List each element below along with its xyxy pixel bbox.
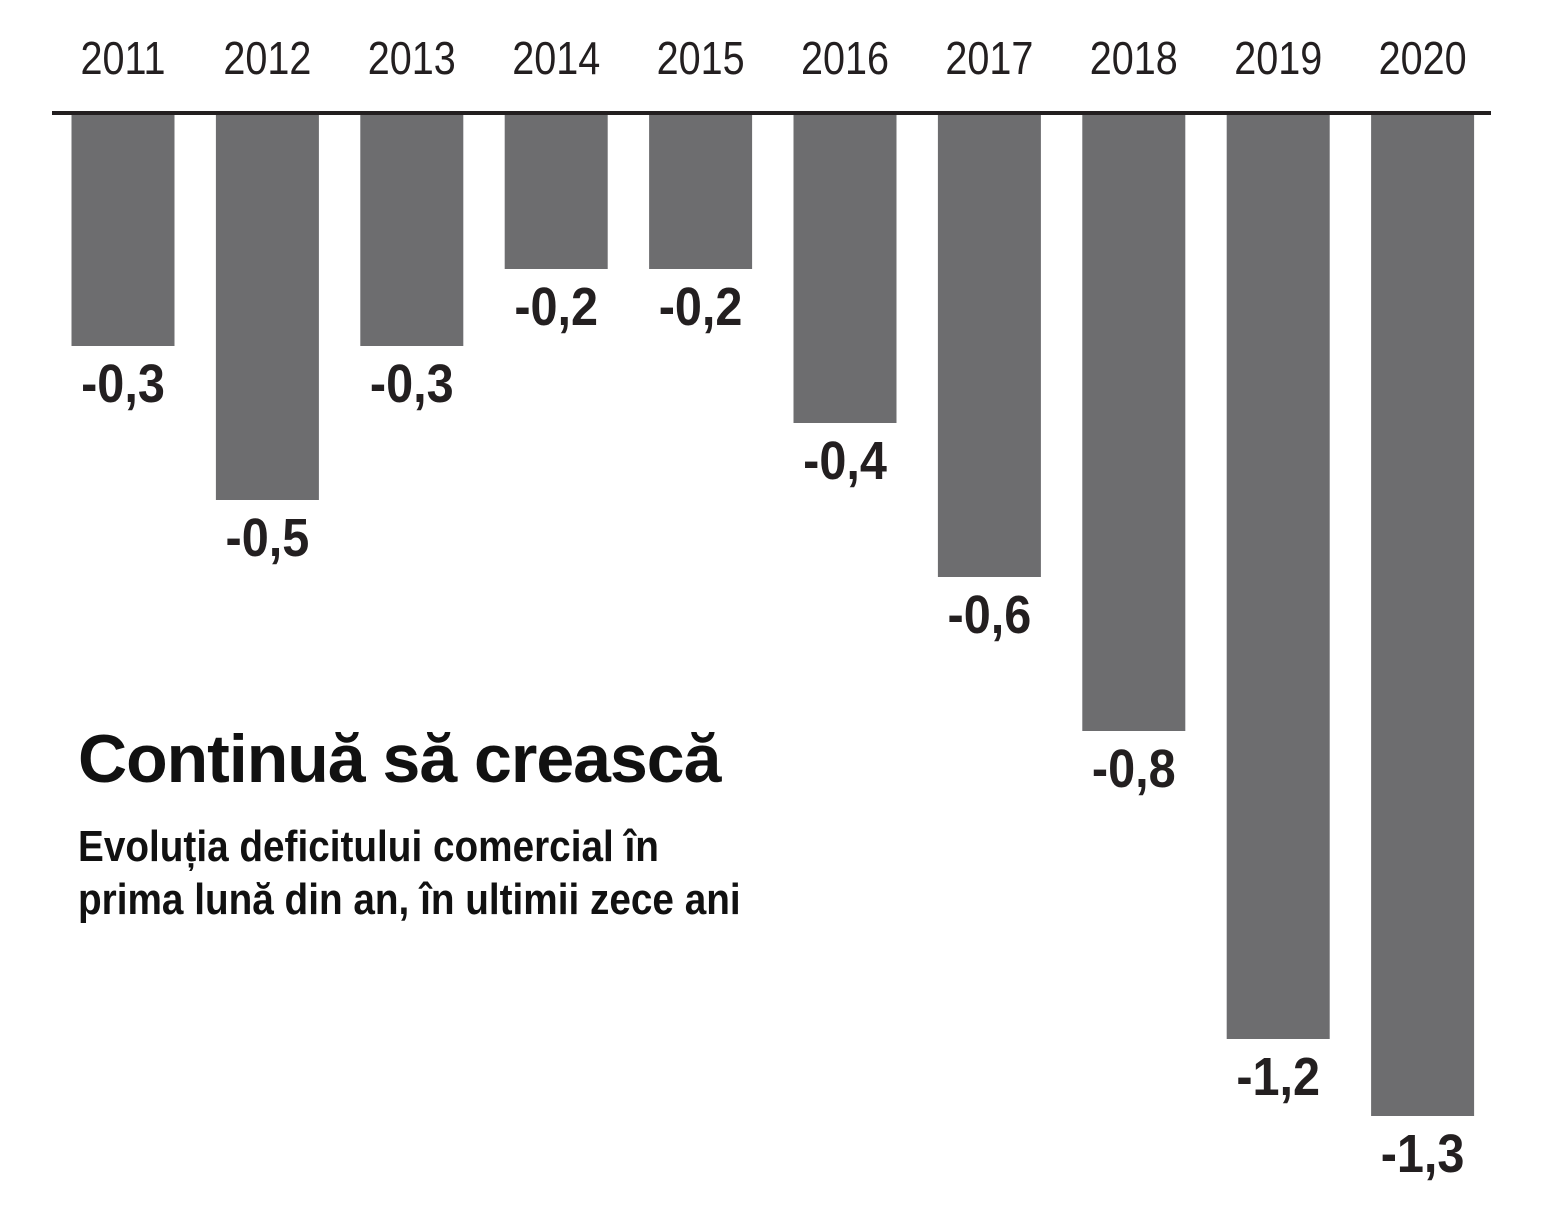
- value-label-2015: -0,2: [659, 276, 743, 337]
- chart-title: Continuă să crească: [78, 721, 721, 797]
- bars: [71, 115, 1475, 1116]
- bar-2013: [360, 115, 464, 346]
- bar-2019: [1226, 115, 1330, 1039]
- year-label-2012: 2012: [223, 33, 311, 84]
- bar-2014: [504, 115, 608, 269]
- value-label-2019: -1,2: [1236, 1046, 1320, 1107]
- value-label-2011: -0,3: [81, 353, 165, 414]
- bar-2018: [1082, 115, 1186, 731]
- year-label-2017: 2017: [945, 33, 1033, 84]
- value-label-2012: -0,5: [226, 507, 310, 568]
- bar-2017: [937, 115, 1041, 577]
- bar-2015: [649, 115, 753, 269]
- value-label-2014: -0,2: [514, 276, 598, 337]
- year-label-2015: 2015: [657, 33, 745, 84]
- bar-2020: [1371, 115, 1475, 1116]
- title-block: Continuă să crească Evoluția deficitului…: [78, 718, 898, 926]
- year-label-2014: 2014: [512, 33, 600, 84]
- value-label-2013: -0,3: [370, 353, 454, 414]
- year-label-2016: 2016: [801, 33, 889, 84]
- year-label-2019: 2019: [1234, 33, 1322, 84]
- bar-2016: [793, 115, 897, 423]
- year-labels: 2011 2012 2013 2014 2015 2016 2017 2018 2019 2020: [80, 33, 1466, 84]
- value-label-2017: -0,6: [948, 584, 1032, 645]
- value-label-2020: -1,3: [1381, 1123, 1465, 1184]
- bar-2011: [71, 115, 175, 346]
- year-label-2011: 2011: [80, 33, 165, 84]
- year-label-2020: 2020: [1379, 33, 1467, 84]
- year-label-2018: 2018: [1090, 33, 1178, 84]
- bar-2012: [215, 115, 319, 500]
- year-label-2013: 2013: [368, 33, 456, 84]
- chart-subtitle: Evoluția deficitului comercial în prima …: [78, 822, 741, 924]
- value-labels: -0,3 -0,5 -0,3 -0,2 -0,2 -0,4 -0,6 -0,8 -1,2 -1,3: [81, 276, 1464, 1184]
- value-label-2018: -0,8: [1092, 738, 1176, 799]
- value-label-2016: -0,4: [803, 430, 887, 491]
